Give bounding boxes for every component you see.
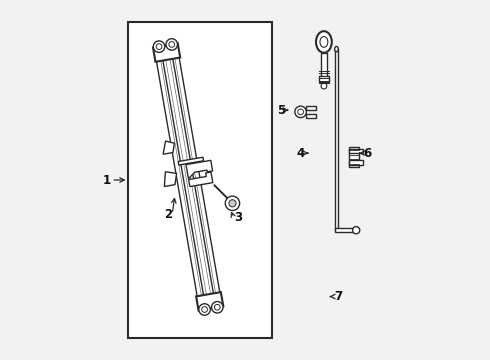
Bar	[319, 76, 329, 82]
Circle shape	[166, 39, 177, 50]
Text: 4: 4	[296, 147, 305, 159]
Bar	[349, 160, 363, 165]
Circle shape	[321, 83, 327, 89]
Polygon shape	[196, 292, 223, 311]
Bar	[128, 22, 272, 338]
Bar	[335, 228, 353, 232]
Bar	[306, 114, 317, 118]
Text: 6: 6	[363, 147, 371, 159]
Text: 1: 1	[103, 174, 111, 186]
Polygon shape	[189, 172, 213, 186]
Polygon shape	[163, 141, 174, 154]
Polygon shape	[153, 43, 180, 62]
Bar	[306, 106, 317, 110]
Circle shape	[212, 302, 223, 313]
Ellipse shape	[335, 46, 338, 52]
Polygon shape	[186, 160, 213, 179]
Bar	[349, 147, 359, 167]
Text: 5: 5	[277, 104, 285, 117]
Polygon shape	[171, 44, 222, 307]
Circle shape	[229, 200, 236, 207]
Text: 2: 2	[164, 208, 172, 221]
Bar	[320, 53, 327, 83]
Bar	[349, 149, 363, 153]
Circle shape	[199, 304, 210, 315]
Circle shape	[153, 41, 165, 52]
Text: 3: 3	[234, 211, 242, 224]
Bar	[335, 49, 338, 230]
Polygon shape	[178, 157, 203, 165]
Text: 7: 7	[334, 290, 343, 303]
Polygon shape	[154, 46, 206, 310]
Polygon shape	[164, 172, 176, 186]
Circle shape	[353, 226, 360, 234]
Ellipse shape	[316, 31, 332, 53]
Circle shape	[225, 196, 240, 211]
Circle shape	[295, 106, 306, 118]
